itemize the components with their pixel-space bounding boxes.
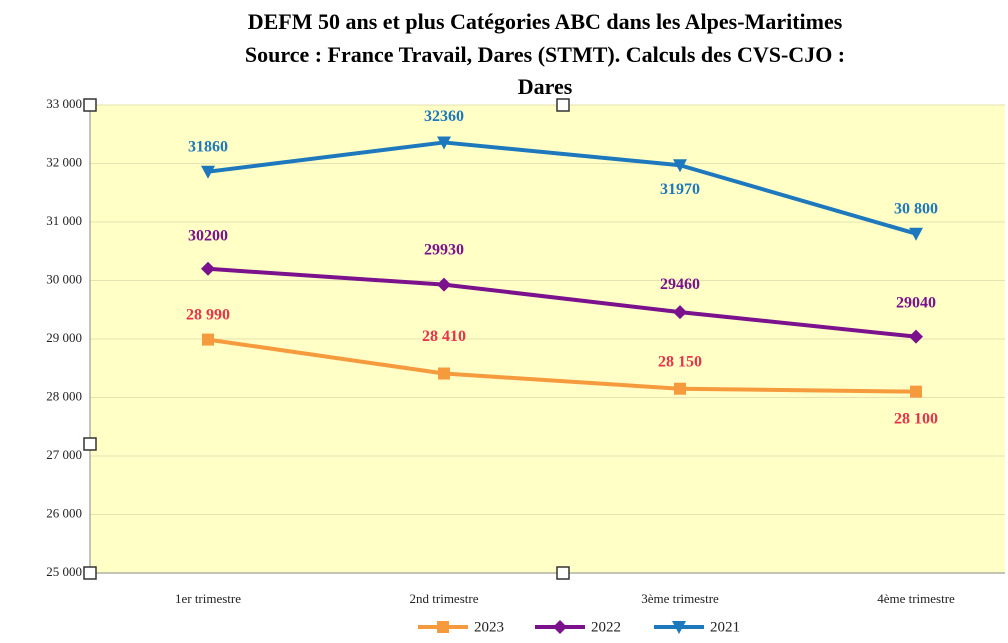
handle bbox=[83, 98, 97, 112]
point bbox=[909, 227, 923, 241]
point bbox=[201, 165, 215, 179]
data-label: 29460 bbox=[660, 276, 700, 293]
y-tick-label: 33 000 bbox=[46, 96, 82, 111]
data-label: 29930 bbox=[424, 241, 464, 258]
data-label: 28 990 bbox=[186, 306, 230, 323]
point bbox=[673, 159, 687, 173]
data-label: 28 410 bbox=[422, 328, 466, 345]
handle bbox=[556, 566, 570, 580]
y-tick-label: 27 000 bbox=[46, 447, 82, 462]
data-label: 32360 bbox=[424, 108, 464, 125]
handle bbox=[83, 566, 97, 580]
legend-label: 2021 bbox=[710, 619, 740, 635]
point bbox=[437, 136, 451, 150]
chart-title: DEFM 50 ans et plus Catégories ABC dans … bbox=[248, 9, 843, 34]
data-label: 31970 bbox=[660, 181, 700, 198]
data-label: 30200 bbox=[188, 227, 228, 244]
legend-label: 2023 bbox=[474, 619, 504, 635]
data-label: 31860 bbox=[188, 138, 228, 155]
data-label: 29040 bbox=[896, 294, 936, 311]
x-tick-label: 4ème trimestre bbox=[877, 591, 955, 606]
legend-marker bbox=[553, 620, 567, 634]
point bbox=[437, 277, 451, 292]
chart-title: Dares bbox=[518, 74, 573, 99]
handle bbox=[83, 437, 97, 451]
legend-label: 2022 bbox=[591, 619, 621, 635]
point bbox=[673, 305, 687, 320]
y-tick-label: 30 000 bbox=[46, 271, 82, 286]
series-line bbox=[207, 337, 917, 394]
point bbox=[674, 382, 686, 395]
y-tick-label: 31 000 bbox=[46, 213, 82, 228]
data-label: 30 800 bbox=[894, 200, 938, 217]
x-tick-label: 1er trimestre bbox=[175, 591, 241, 606]
point bbox=[438, 367, 450, 380]
x-tick-label: 3ème trimestre bbox=[641, 591, 719, 606]
y-tick-label: 28 000 bbox=[46, 388, 82, 403]
chart-title: Source : France Travail, Dares (STMT). C… bbox=[245, 42, 845, 67]
x-tick-label: 2nd trimestre bbox=[410, 591, 479, 606]
data-label: 28 150 bbox=[658, 353, 702, 370]
y-tick-label: 25 000 bbox=[46, 564, 82, 579]
point bbox=[201, 261, 215, 276]
y-tick-label: 29 000 bbox=[46, 330, 82, 345]
y-tick-label: 26 000 bbox=[46, 505, 82, 520]
data-label: 28 100 bbox=[894, 410, 938, 427]
y-tick-label: 32 000 bbox=[46, 154, 82, 169]
handle bbox=[556, 98, 570, 112]
point bbox=[202, 333, 214, 346]
legend-marker bbox=[672, 621, 686, 634]
point bbox=[909, 329, 923, 344]
series-line bbox=[207, 140, 917, 236]
series-line bbox=[207, 266, 917, 339]
point bbox=[910, 385, 922, 398]
legend-marker bbox=[437, 621, 449, 633]
